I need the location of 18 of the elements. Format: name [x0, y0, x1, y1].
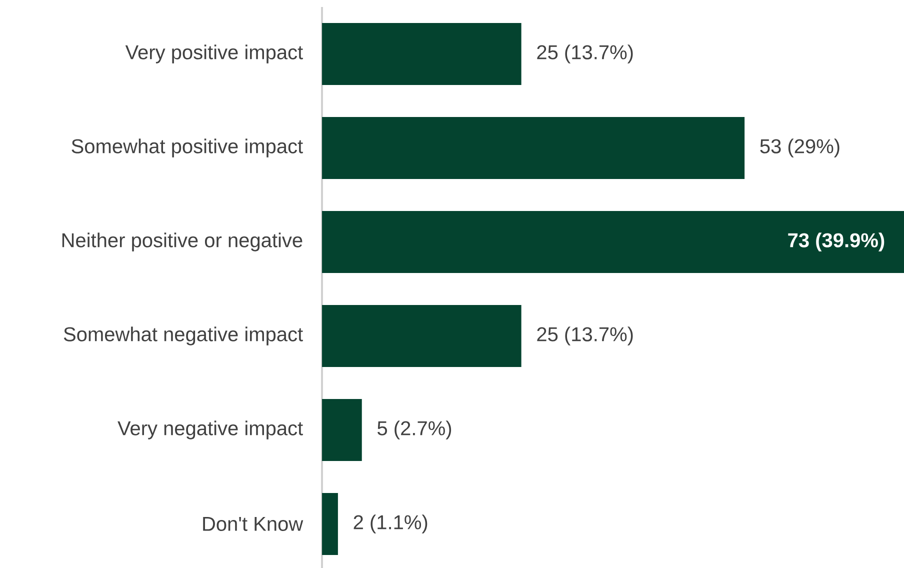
- bar: [322, 117, 745, 179]
- bar: [322, 493, 338, 555]
- y-tick-label: Neither positive or negative: [62, 232, 302, 252]
- y-tick-label: Very positive impact: [125, 44, 303, 64]
- data-label: 53 (29%): [760, 138, 840, 158]
- bar: [322, 211, 904, 273]
- bar: [322, 305, 522, 367]
- data-label: 5 (2.7%): [378, 420, 452, 440]
- bar: [322, 399, 362, 461]
- y-tick-label: Very negative impact: [118, 420, 303, 440]
- data-label: 25 (13.7%): [537, 44, 633, 64]
- y-tick-label: Somewhat negative impact: [64, 326, 303, 346]
- y-tick-label: Somewhat positive impact: [72, 138, 303, 158]
- y-tick-label: Don't Know: [203, 517, 304, 531]
- data-label: 2 (1.1%): [354, 514, 428, 534]
- data-label: 73 (39.9%): [788, 232, 884, 252]
- bar: [322, 23, 522, 85]
- data-label: 25 (13.7%): [537, 326, 633, 346]
